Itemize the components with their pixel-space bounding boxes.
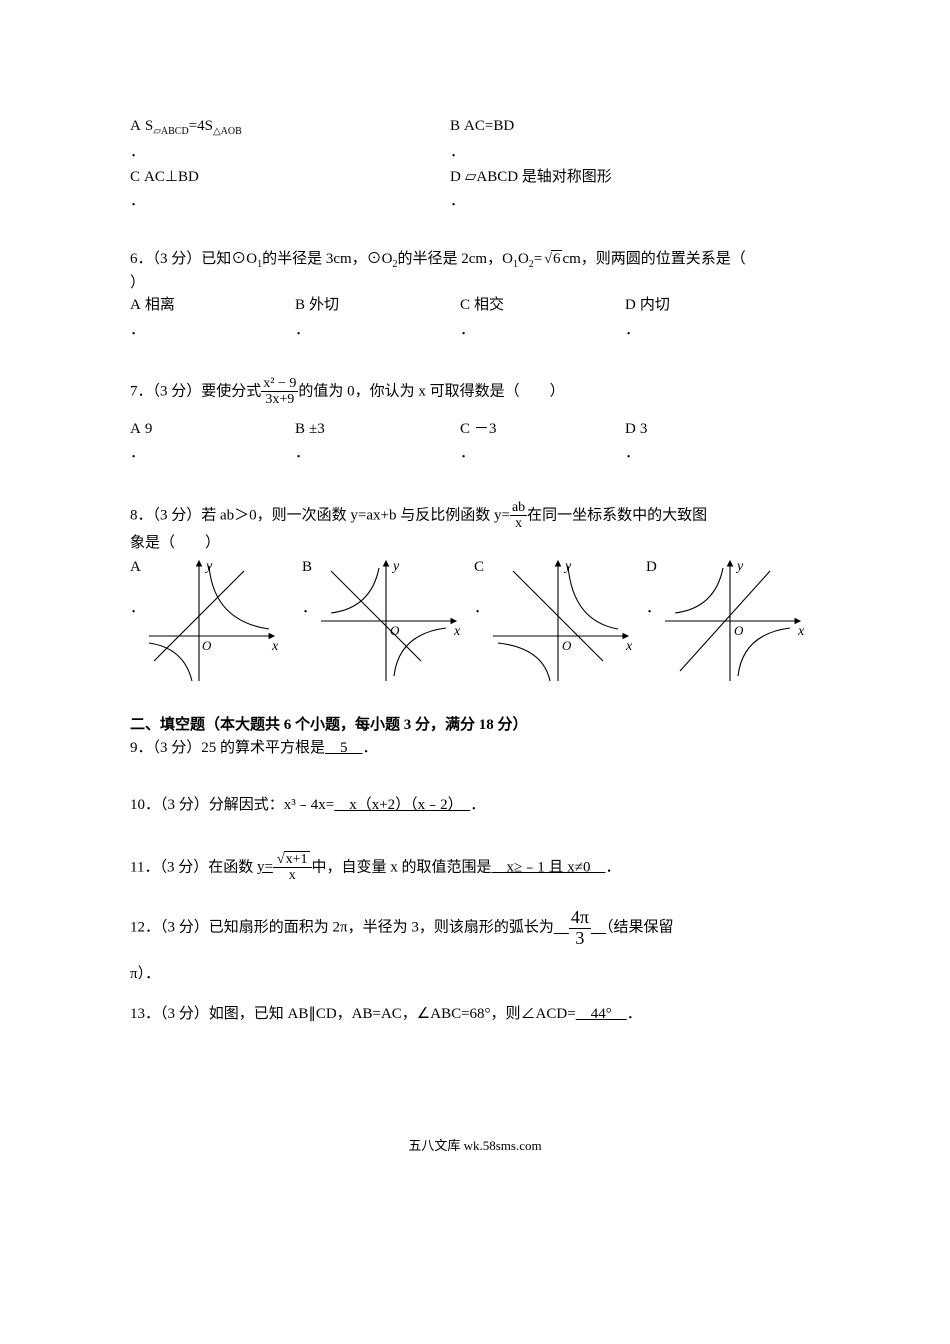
fraction: abx — [510, 500, 527, 532]
option-letter: B — [302, 556, 316, 579]
option-letter: C — [130, 166, 140, 189]
option-text: AC=BD — [464, 115, 514, 138]
coord-graph-b: y x O — [316, 556, 466, 686]
q6: 6．（3 分）已知⊙O1的半径是 3cm，⊙O2的半径是 2cm，O1O2=6c… — [130, 248, 820, 342]
coord-graph-c: y x O — [488, 556, 638, 686]
option-dot: ． — [130, 141, 145, 164]
svg-text:y: y — [735, 559, 744, 574]
page-footer: 五八文库 wk.58sms.com — [130, 1136, 820, 1156]
svg-text:x: x — [453, 624, 461, 639]
q5-option-c: C AC⊥BD — [130, 166, 450, 189]
option-letter: A — [130, 556, 144, 579]
q8-graph-d: D ． y x O — [646, 556, 818, 686]
svg-text:x: x — [271, 639, 279, 654]
coord-graph-a: y x O — [144, 556, 284, 686]
page-content: A S▱ABCD=4S△AOB B AC=BD ． ． C AC⊥BD D ▱A… — [0, 0, 950, 1195]
q11: 11．（3 分）在函数 y=x+1x中，自变量 x 的取值范围是 x≥﹣1 且 … — [130, 852, 820, 884]
q7-option-b: B±3 — [295, 418, 460, 441]
q8: 8．（3 分）若 ab＞0，则一次函数 y=ax+b 与反比例函数 y=abx在… — [130, 500, 820, 686]
answer-blank: x≥﹣1 且 x≠0 — [492, 859, 606, 875]
q5-option-b: B AC=BD — [450, 115, 770, 139]
option-dot: ． — [130, 190, 145, 213]
inline-expr: y=x+1x — [257, 859, 312, 875]
option-letter: D — [646, 556, 660, 579]
q9: 9．（3 分）25 的算术平方根是 5 ． — [130, 737, 820, 760]
option-text: S▱ABCD=4S△AOB — [145, 115, 242, 139]
option-letter: D — [450, 166, 461, 189]
q6-paren-close: ） — [130, 272, 820, 295]
q12-line2: π）． — [130, 963, 820, 986]
q8-stem-line2: 象是（ ） — [130, 532, 820, 555]
q6-option-b: B外切 — [295, 294, 460, 317]
q8-graphs: A ． y x O B ． — [130, 556, 820, 686]
answer-blank: x（x+2）（x﹣2） — [334, 797, 470, 813]
option-text: AC⊥BD — [144, 166, 199, 189]
option-dot: ． — [646, 597, 660, 620]
option-letter: B — [450, 115, 460, 138]
q7-option-c: C－3 — [460, 418, 625, 441]
q6-option-a: A相离 — [130, 294, 295, 317]
answer-blank: 5 — [325, 740, 363, 756]
svg-text:O: O — [562, 638, 572, 653]
svg-text:y: y — [391, 559, 400, 574]
svg-text:O: O — [202, 638, 212, 653]
section2-heading: 二、填空题（本大题共 6 个小题，每小题 3 分，满分 18 分） — [130, 714, 820, 737]
coord-graph-d: y x O — [660, 556, 810, 686]
q5-option-a: A S▱ABCD=4S△AOB — [130, 115, 450, 139]
fraction: x² − 93x+9 — [261, 376, 298, 408]
q6-stem: 6．（3 分）已知⊙O1的半径是 3cm，⊙O2的半径是 2cm，O1O2=6c… — [130, 248, 820, 272]
q13: 13．（3 分）如图，已知 AB∥CD，AB=AC，∠ABC=68°，则∠ACD… — [130, 1003, 820, 1026]
q5-options: A S▱ABCD=4S△AOB B AC=BD ． ． C AC⊥BD D ▱A… — [130, 115, 820, 213]
svg-text:x: x — [797, 624, 805, 639]
svg-text:O: O — [734, 623, 744, 638]
option-dot: ． — [450, 190, 465, 213]
sqrt-icon: 6 — [542, 248, 562, 271]
q5-option-d: D ▱ABCD 是轴对称图形 — [450, 166, 770, 189]
q10: 10．（3 分）分解因式：x³﹣4x= x（x+2）（x﹣2） ． — [130, 794, 820, 817]
q6-option-c: C相交 — [460, 294, 625, 317]
q12: 12．（3 分）已知扇形的面积为 2π，半径为 3，则该扇形的弧长为 4π3 （… — [130, 908, 820, 985]
answer-blank: 44° — [576, 1006, 627, 1022]
option-dot: ． — [474, 597, 488, 620]
q8-graph-b: B ． y x O — [302, 556, 474, 686]
q6-option-d: D内切 — [625, 294, 790, 317]
q8-stem-line1: 8．（3 分）若 ab＞0，则一次函数 y=ax+b 与反比例函数 y=abx在… — [130, 500, 820, 532]
q7: 7．（3 分）要使分式x² − 93x+9的值为 0，你认为 x 可取得数是（ … — [130, 376, 820, 465]
option-letter: A — [130, 115, 141, 138]
answer-blank: 4π3 — [554, 920, 606, 936]
option-text: ▱ABCD 是轴对称图形 — [465, 166, 612, 189]
option-letter: C — [474, 556, 488, 579]
option-dot: ． — [450, 141, 465, 164]
q8-graph-c: C ． y x O — [474, 556, 646, 686]
q7-stem: 7．（3 分）要使分式x² − 93x+9的值为 0，你认为 x 可取得数是（ … — [130, 376, 820, 408]
option-dot: ． — [130, 597, 144, 620]
svg-text:x: x — [625, 639, 633, 654]
option-dot: ． — [302, 597, 316, 620]
q8-graph-a: A ． y x O — [130, 556, 302, 686]
q7-option-a: A9 — [130, 418, 295, 441]
q7-option-d: D3 — [625, 418, 790, 441]
